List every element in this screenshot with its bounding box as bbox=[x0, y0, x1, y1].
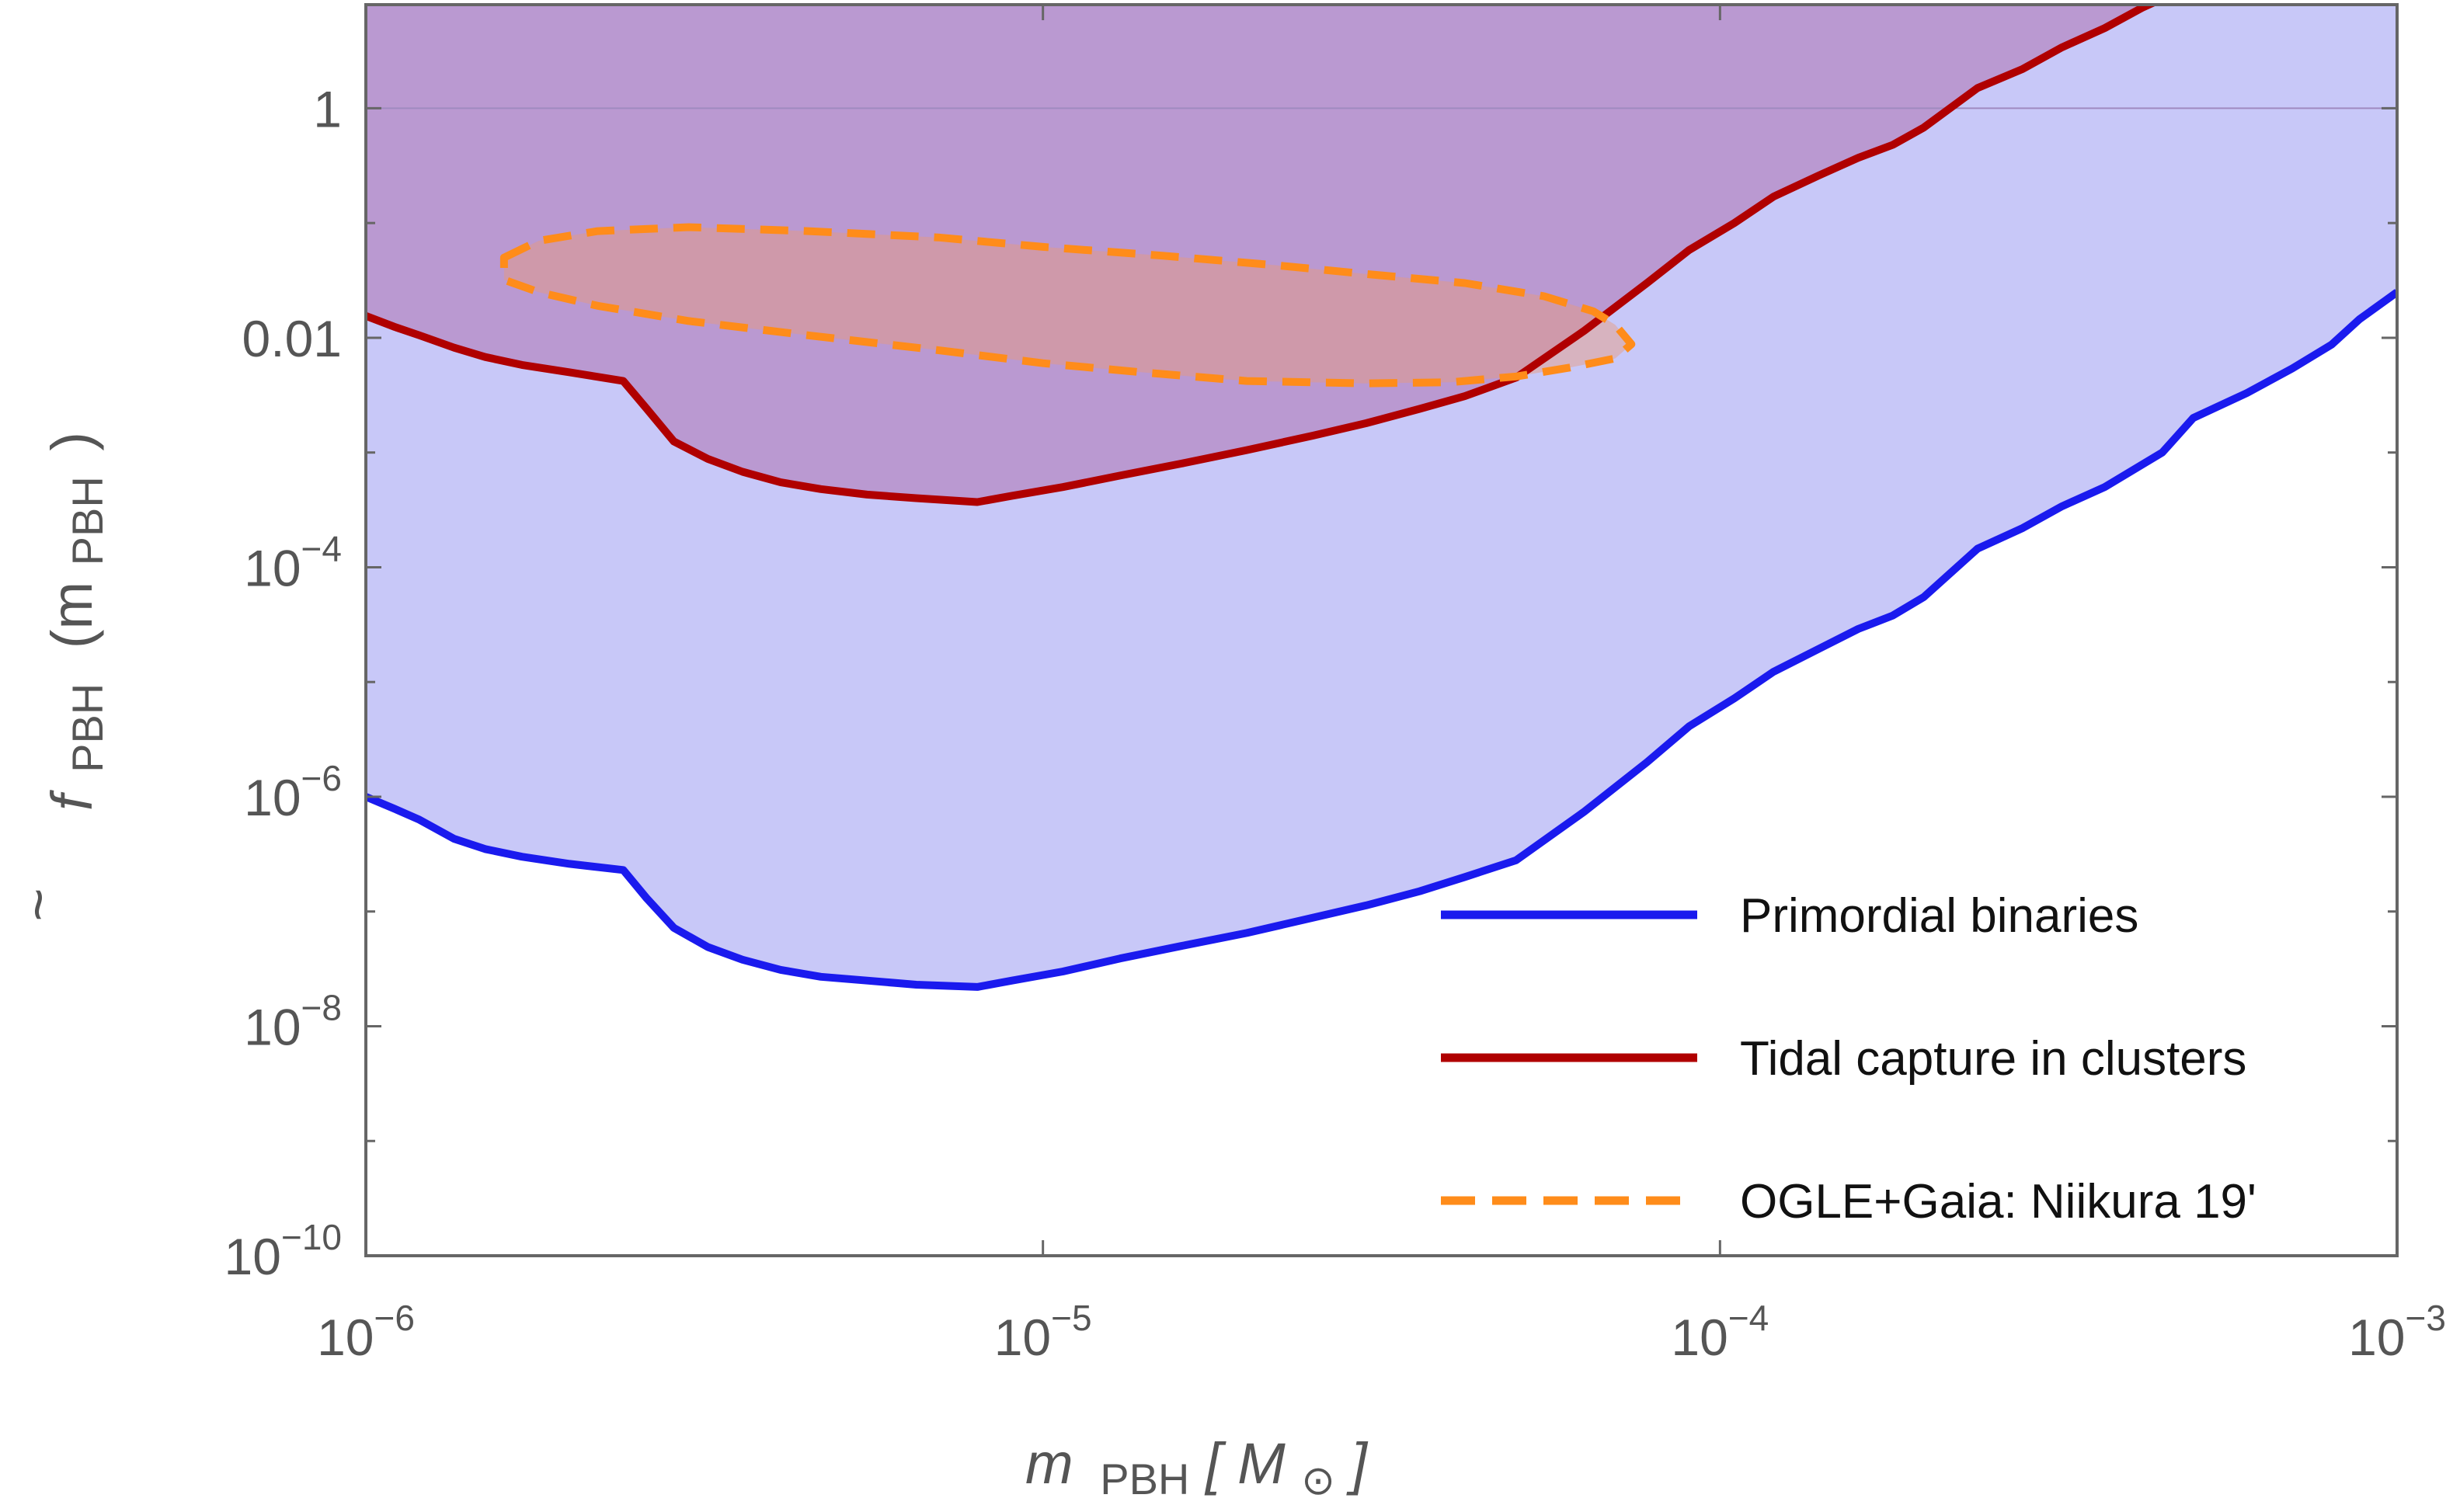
y-tick-label-base-3: 10 bbox=[244, 769, 301, 826]
fill-layer bbox=[366, 5, 2397, 987]
x-tick-label-base-2: 10 bbox=[994, 1309, 1051, 1366]
y-tick-label-6: 1 bbox=[313, 80, 342, 137]
x-tick-label-exp-3: −4 bbox=[1728, 1298, 1769, 1338]
line-layer bbox=[366, 5, 2397, 991]
x-axis-title-unit-open: [ bbox=[1204, 1431, 1227, 1496]
x-axis-title-unit-close: ] bbox=[1345, 1431, 1368, 1496]
x-tick-label-3: 10−4 bbox=[1671, 1298, 1769, 1366]
y-tick-label-exp-4: −4 bbox=[301, 528, 342, 568]
series-line-1 bbox=[366, 289, 2397, 991]
y-axis-title-arg-close: ) bbox=[40, 432, 104, 451]
x-tick-label-base-1: 10 bbox=[317, 1309, 374, 1366]
y-tick-label-exp-2: −8 bbox=[301, 987, 342, 1027]
y-tick-label-1: 10−10 bbox=[224, 1217, 342, 1285]
x-tick-label-4: 10−3 bbox=[2348, 1298, 2446, 1366]
y-axis-title-arg-sub: PBH bbox=[63, 476, 112, 565]
y-axis-title-main: f bbox=[40, 790, 104, 811]
y-tick-label-exp-1: −10 bbox=[281, 1217, 342, 1257]
y-axis-title-arg-open: (m bbox=[40, 582, 104, 648]
legend-label-1: Primordial binaries bbox=[1740, 889, 2138, 943]
y-axis-title: f PBH (m PBH ) ~ bbox=[5, 432, 115, 922]
y-tick-label-base-2: 10 bbox=[244, 998, 301, 1055]
y-tick-label-5: 0.01 bbox=[242, 310, 342, 367]
x-tick-label-exp-2: −5 bbox=[1051, 1298, 1091, 1338]
x-axis-title-unit-symbol: M bbox=[1237, 1431, 1286, 1496]
series-line-3 bbox=[499, 223, 1636, 388]
y-tick-label-3: 10−6 bbox=[244, 758, 342, 826]
x-tick-label-exp-4: −3 bbox=[2405, 1298, 2445, 1338]
x-tick-label-base-3: 10 bbox=[1671, 1309, 1728, 1366]
legend-label-2: Tidal capture in clusters bbox=[1740, 1032, 2246, 1086]
series-fill-2 bbox=[366, 5, 2149, 502]
y-axis-title-sub: PBH bbox=[63, 683, 112, 773]
y-tick-label-base-1: 10 bbox=[224, 1228, 281, 1285]
x-tick-label-exp-1: −6 bbox=[374, 1298, 414, 1338]
y-tick-label-2: 10−8 bbox=[244, 987, 342, 1055]
y-tick-label-base-4: 10 bbox=[244, 539, 301, 596]
x-axis-title-unit-sub: ⊙ bbox=[1301, 1458, 1335, 1503]
x-axis-title-main: m bbox=[1025, 1431, 1073, 1496]
series-fill-3 bbox=[503, 227, 1632, 384]
legend: Primordial binaries Tidal capture in clus… bbox=[1441, 889, 2256, 1229]
x-tick-label-2: 10−5 bbox=[994, 1298, 1092, 1366]
series-line-2 bbox=[366, 5, 2159, 506]
y-tick-label-4: 10−4 bbox=[244, 528, 342, 596]
y-axis-title-tilde: ~ bbox=[5, 888, 70, 921]
x-tick-label-base-4: 10 bbox=[2348, 1309, 2405, 1366]
plot-frame bbox=[364, 3, 2399, 1257]
tick-layer bbox=[364, 5, 2399, 1257]
x-axis-title: m PBH [ M ⊙ ] bbox=[1025, 1431, 1368, 1507]
x-tick-label-1: 10−6 bbox=[317, 1298, 415, 1366]
x-axis-title-sub: PBH bbox=[1100, 1455, 1189, 1503]
y-tick-label-exp-3: −6 bbox=[301, 758, 342, 798]
legend-label-3: OGLE+Gaia: Niikura 19' bbox=[1740, 1175, 2256, 1229]
svg-text:f PBH (m PBH: f PBH (m PBH ) bbox=[40, 432, 115, 811]
